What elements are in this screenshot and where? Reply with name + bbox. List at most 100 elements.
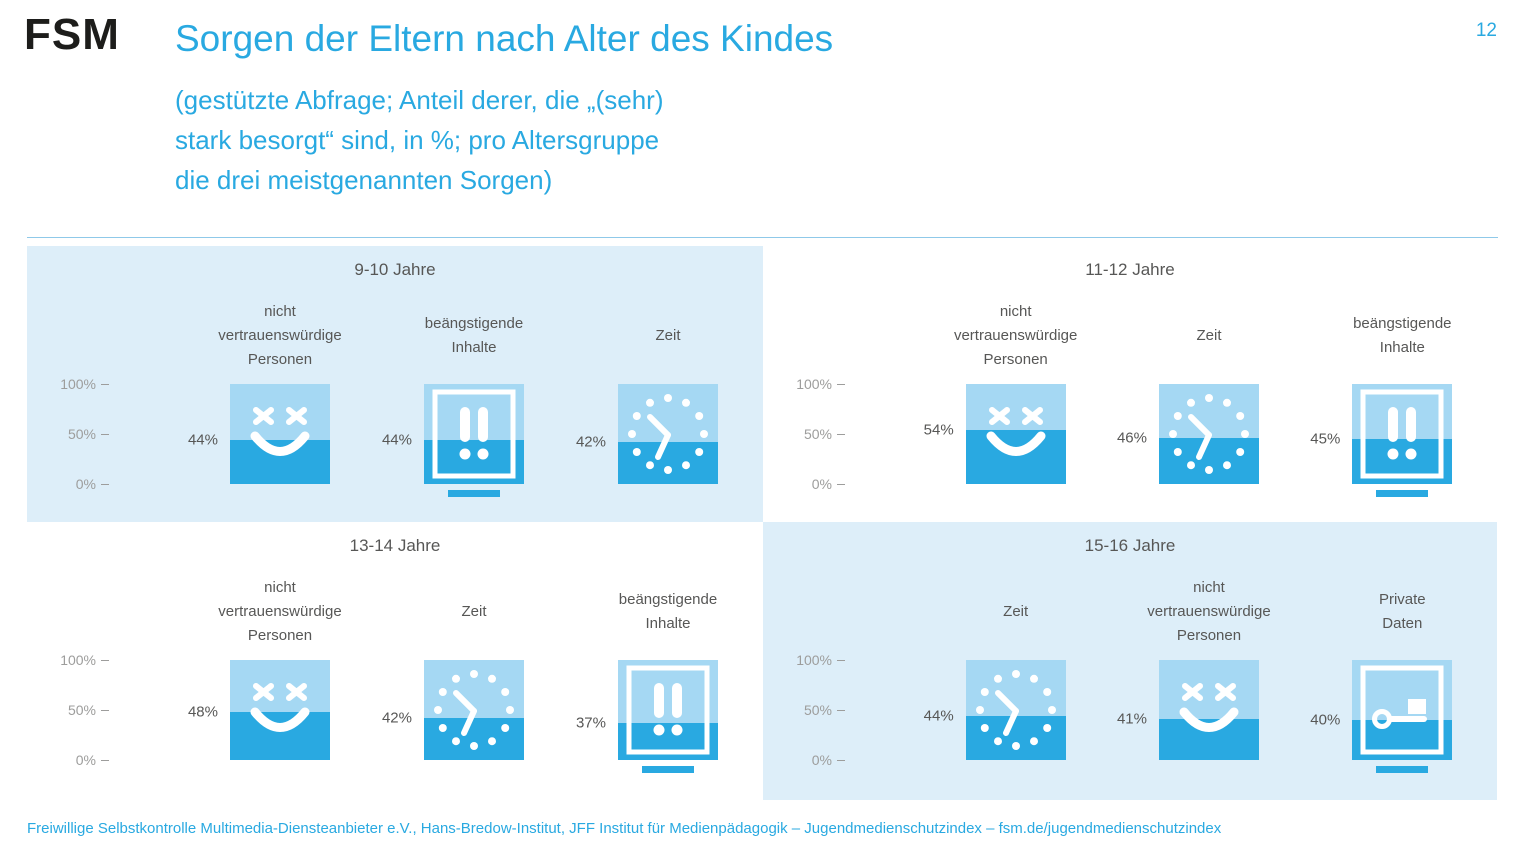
y-axis-tick-label: 50% — [803, 426, 832, 442]
worry-item: Zeit 42% — [377, 522, 571, 800]
clock-icon — [618, 384, 718, 484]
y-axis-tick-label: 100% — [796, 376, 832, 392]
value-label: 44% — [187, 431, 218, 449]
y-axis-tick-label: 100% — [60, 652, 96, 668]
monitor-stand-icon — [1376, 766, 1429, 773]
clock-glyph — [434, 670, 514, 750]
subtitle-line: (gestützte Abfrage; Anteil derer, die „(… — [175, 85, 664, 115]
value-label: 45% — [1310, 430, 1341, 448]
age-group-panel: 15-16 Jahre 100% 50% 0% Zeit 44% nicht vertraue… — [763, 522, 1497, 800]
value-label: 54% — [923, 421, 954, 439]
screen-alert-icon — [1352, 384, 1453, 497]
worry-items: nicht vertrauenswürdige Personen 44% beängst… — [183, 246, 765, 522]
fill-bar — [230, 712, 330, 760]
y-axis-tick — [837, 709, 845, 711]
worry-item: beängstigende Inhalte 45% — [1306, 246, 1499, 522]
y-axis-tick-label: 0% — [75, 476, 96, 492]
header-divider — [27, 237, 1498, 238]
pictogram-chart: 41% — [1112, 660, 1305, 760]
screen-key-icon — [1352, 660, 1453, 773]
subtitle-line: stark besorgt“ sind, in %; pro Altersgru… — [175, 125, 660, 155]
worry-category-label: Zeit — [1196, 327, 1222, 344]
y-axis-tick-label: 50% — [803, 702, 832, 718]
y-axis: 100% 50% 0% — [783, 376, 845, 492]
worry-category-label: nicht vertrauenswürdige Personen — [218, 303, 342, 368]
clock-glyph — [628, 394, 708, 474]
worry-item: beängstigende Inhalte 44% — [377, 246, 571, 522]
pictogram-chart: 46% — [1112, 384, 1305, 484]
y-axis: 100% 50% 0% — [783, 652, 845, 768]
worry-item: nicht vertrauenswürdige Personen 41% — [1112, 522, 1305, 800]
pictogram-chart: 37% — [571, 660, 765, 773]
evil-face-icon — [230, 660, 330, 760]
worry-category-label: nicht vertrauenswürdige Personen — [1147, 579, 1271, 644]
worry-item: nicht vertrauenswürdige Personen 44% — [183, 246, 377, 522]
y-axis-tick — [101, 383, 109, 385]
y-axis-tick-label: 50% — [67, 426, 96, 442]
y-axis-tick-label: 100% — [60, 376, 96, 392]
worry-item: Zeit 44% — [919, 522, 1112, 800]
worry-items: nicht vertrauenswürdige Personen 48% Zeit 42%… — [183, 522, 765, 800]
evil-face-icon — [965, 384, 1066, 484]
evil-face-glyph — [986, 407, 1046, 456]
monitor-stand-icon — [448, 490, 500, 497]
y-axis-tick-label: 0% — [75, 752, 96, 768]
y-axis-tick — [101, 483, 109, 485]
evil-face-icon — [1158, 660, 1259, 760]
clock-glyph — [975, 670, 1056, 750]
value-label: 44% — [923, 707, 954, 725]
subtitle-line: die drei meistgenannten Sorgen) — [175, 165, 553, 195]
page-number: 12 — [1475, 20, 1497, 41]
y-axis-tick — [101, 433, 109, 435]
y-axis-tick — [101, 709, 109, 711]
worry-items: nicht vertrauenswürdige Personen 54% Zeit 46%… — [919, 246, 1499, 522]
pictogram-chart: 42% — [571, 384, 765, 484]
value-label: 48% — [187, 703, 218, 721]
y-axis-tick-label: 0% — [811, 476, 832, 492]
worry-item: Zeit 42% — [571, 246, 765, 522]
worry-category-label: beängstigende Inhalte — [1353, 315, 1452, 356]
y-axis-tick-label: 100% — [796, 652, 832, 668]
y-axis-tick — [837, 433, 845, 435]
screen-alert-glyph — [1360, 389, 1444, 479]
age-group-title: 9-10 Jahre — [354, 260, 436, 279]
worry-item: Private Daten 40% — [1306, 522, 1499, 800]
monitor-stand-icon — [1376, 490, 1429, 497]
value-label: 40% — [1310, 711, 1341, 729]
y-axis-tick — [837, 383, 845, 385]
pictogram-chart: 54% — [919, 384, 1112, 484]
worry-category-label: Private Daten — [1378, 591, 1426, 632]
screen-alert-glyph — [626, 665, 710, 755]
screen-alert-icon — [424, 384, 524, 497]
y-axis: 100% 50% 0% — [47, 376, 109, 492]
y-axis-tick — [837, 659, 845, 661]
evil-face-glyph — [250, 407, 310, 456]
y-axis-tick-label: 0% — [811, 752, 832, 768]
fill-bar — [965, 430, 1066, 484]
pictogram-chart: 45% — [1306, 384, 1499, 497]
pictogram-chart: 44% — [919, 660, 1112, 760]
worry-category-label: Zeit — [461, 603, 487, 620]
page-title: Sorgen der Eltern nach Alter des Kindes — [175, 18, 834, 59]
value-label: 41% — [1116, 710, 1147, 728]
value-label: 44% — [381, 431, 412, 449]
y-axis-tick — [101, 759, 109, 761]
footer-source: Freiwillige Selbstkontrolle Multimedia-D… — [27, 820, 1222, 837]
worry-category-label: beängstigende Inhalte — [424, 315, 524, 356]
y-axis-tick — [101, 659, 109, 661]
panels-grid: 9-10 Jahre 100% 50% 0% nicht vertrauenswürdig… — [27, 246, 1497, 800]
clock-icon — [1158, 384, 1259, 484]
clock-icon — [424, 660, 524, 760]
age-group-panel: 11-12 Jahre 100% 50% 0% nicht vertrauenswürdi… — [763, 246, 1497, 522]
worry-items: Zeit 44% nicht vertrauenswürdige Personen 41%… — [919, 522, 1499, 800]
age-group-title: 11-12 Jahre — [1085, 260, 1175, 279]
age-group-title: 15-16 Jahre — [1084, 536, 1176, 555]
age-group-panel: 13-14 Jahre 100% 50% 0% nicht vertrauenswürdi… — [27, 522, 763, 800]
worry-item: nicht vertrauenswürdige Personen 54% — [919, 246, 1112, 522]
worry-category-label: Zeit — [1003, 603, 1029, 620]
worry-item: beängstigende Inhalte 37% — [571, 522, 765, 800]
clock-glyph — [1168, 394, 1249, 474]
screen-alert-icon — [618, 660, 718, 773]
y-axis: 100% 50% 0% — [47, 652, 109, 768]
pictogram-chart: 40% — [1306, 660, 1499, 773]
